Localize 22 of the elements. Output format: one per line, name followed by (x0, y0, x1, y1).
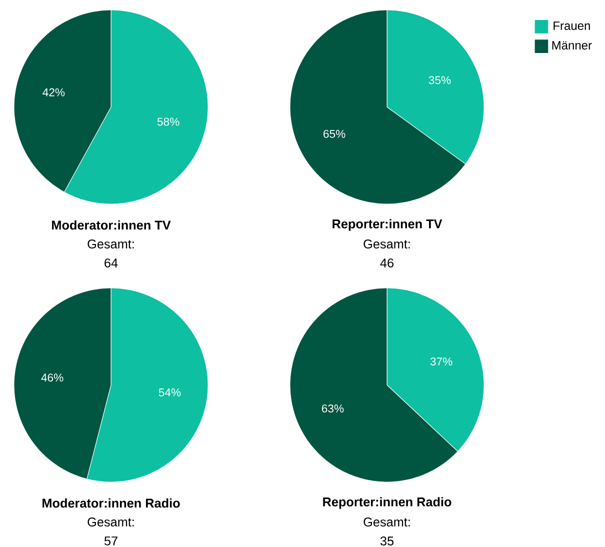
text: 57 (104, 536, 118, 546)
data-label: 54% (158, 388, 181, 396)
legend-label: Männer (552, 41, 592, 50)
text: Moderator:innen Radio (42, 498, 180, 508)
text: 46 (380, 258, 394, 268)
data-label: 58% (157, 118, 180, 126)
data-label: 65% (324, 130, 346, 138)
text: Reporter:innen Radio (323, 497, 452, 509)
data-label: 35% (428, 76, 451, 84)
text: Gesamt: (364, 240, 410, 248)
data-label: 63% (322, 404, 344, 413)
text: Reporter:innen TV (332, 219, 442, 231)
text: 64 (104, 258, 118, 268)
text: Gesamt: (88, 240, 134, 248)
text: 35 (380, 536, 394, 546)
data-label: 46% (41, 374, 64, 382)
data-label: 42% (42, 88, 65, 96)
text: Gesamt: (364, 518, 410, 526)
data-label: 37% (430, 357, 452, 366)
legend-label: Frauen (554, 22, 590, 30)
text: Gesamt: (88, 518, 134, 526)
text: Moderator:innen TV (52, 220, 171, 230)
